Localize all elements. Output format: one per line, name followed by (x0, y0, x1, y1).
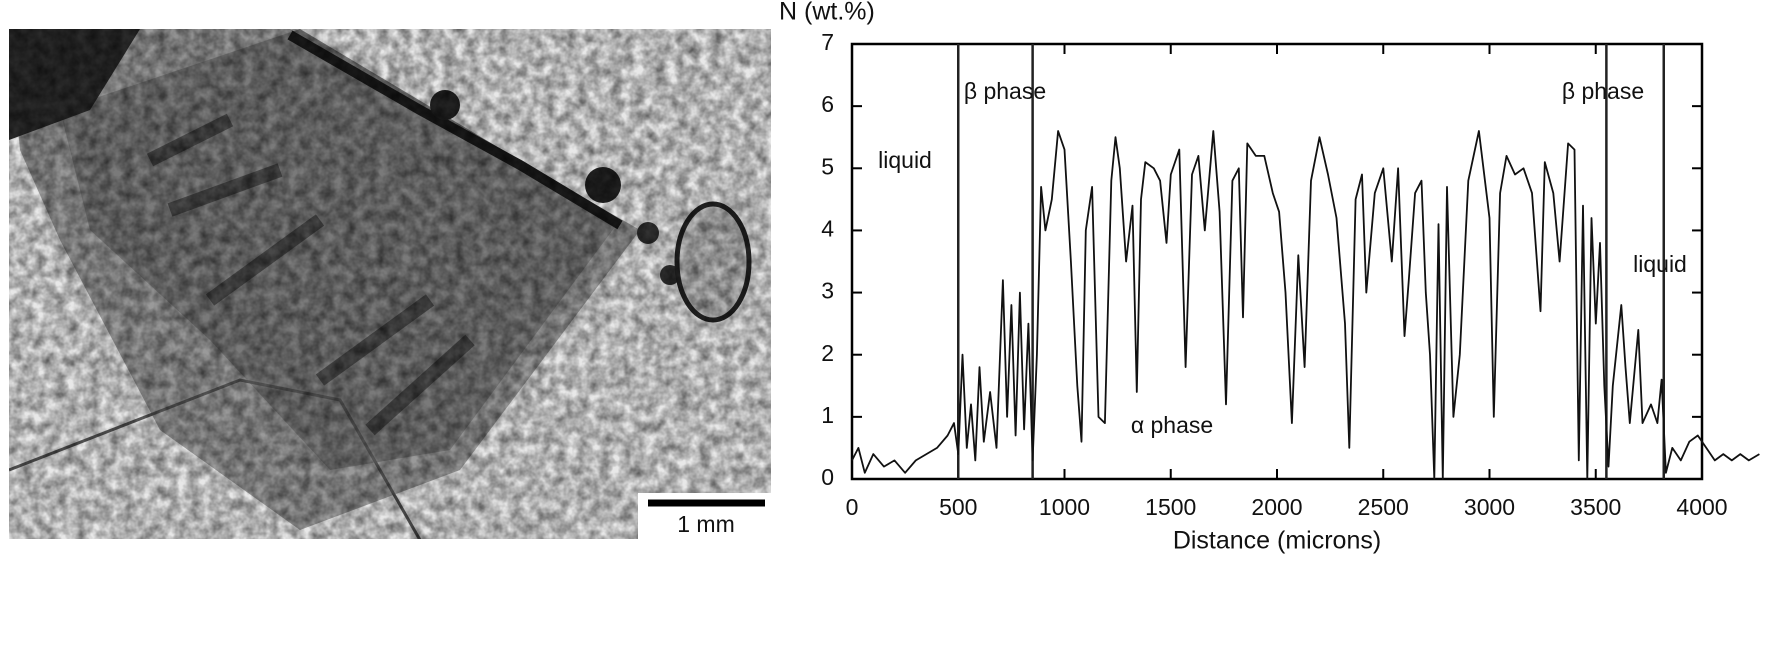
y-tick-label: 6 (821, 91, 834, 117)
y-tick-label: 4 (821, 216, 834, 242)
scale-bar-label: 1 mm (677, 511, 735, 537)
y-tick-label: 0 (821, 464, 834, 490)
annotation: liquid (878, 147, 932, 173)
x-tick-label: 2500 (1358, 494, 1409, 520)
annotation: β phase (1562, 78, 1644, 104)
x-tick-label: 500 (939, 494, 977, 520)
x-tick-label: 2000 (1251, 494, 1302, 520)
micrograph (9, 29, 771, 539)
annotation: β phase (964, 78, 1046, 104)
y-tick-label: 5 (821, 153, 834, 179)
data-line (851, 130, 1760, 480)
annotation: liquid (1633, 251, 1687, 277)
x-tick-label: 3500 (1570, 494, 1621, 520)
x-tick-label: 4000 (1676, 494, 1727, 520)
x-tick-label: 1000 (1039, 494, 1090, 520)
x-tick-label: 3000 (1464, 494, 1515, 520)
plot-frame (850, 42, 1704, 481)
y-axis-title: N (wt.%) (779, 0, 875, 26)
x-tick-label: 0 (846, 494, 859, 520)
y-tick-label: 7 (821, 29, 834, 55)
x-tick-label: 1500 (1145, 494, 1196, 520)
y-tick-label: 1 (821, 402, 834, 428)
y-tick-label: 3 (821, 278, 834, 304)
x-axis-title: Distance (microns) (1173, 527, 1381, 555)
annotation: α phase (1131, 412, 1213, 438)
y-tick-label: 2 (821, 340, 834, 366)
